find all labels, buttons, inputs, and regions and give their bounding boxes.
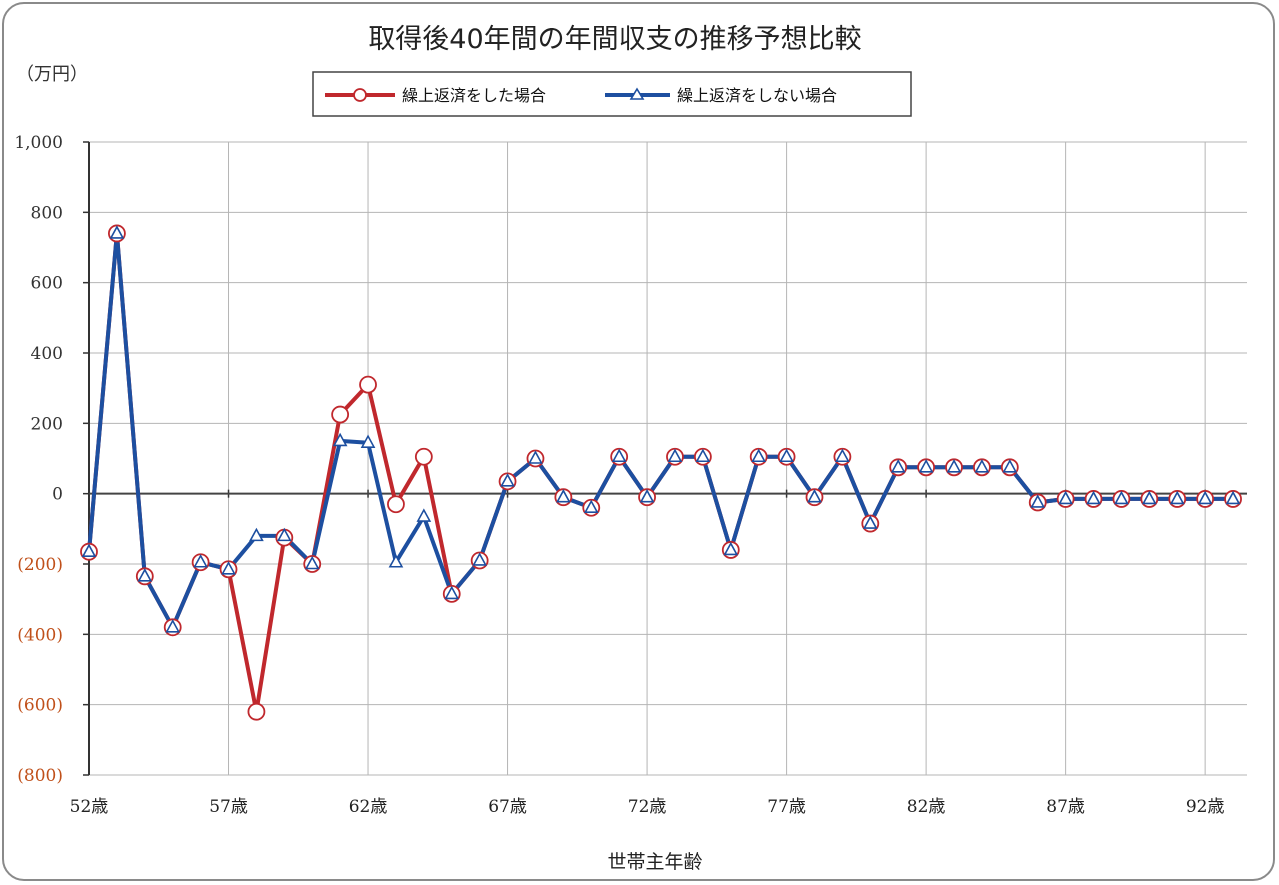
series-2-point: [918, 459, 934, 473]
grid: [89, 141, 1247, 776]
series-2-point: [276, 527, 292, 542]
series-1-point: [414, 447, 433, 466]
series-2-point: [472, 552, 487, 566]
y-tick-label: 800: [31, 203, 63, 223]
series-2-point: [249, 527, 264, 542]
series-1-point: [331, 405, 350, 424]
series: [80, 224, 1242, 721]
series-2-point: [583, 499, 599, 514]
series-2-point: [1197, 490, 1213, 505]
y-tick-label: 0: [52, 485, 63, 505]
y-tick-label: 200: [31, 414, 63, 434]
series-2-point: [388, 554, 404, 568]
series-2-point: [946, 459, 962, 473]
series-2-point: [221, 561, 236, 575]
series-2-point: [835, 448, 850, 463]
x-tick-label: 52歳: [70, 797, 109, 817]
legend-label-series-1: 繰上返済をした場合: [402, 86, 546, 105]
tick-labels: 1,000 800 600 400 200 0 (200) (400) (600) (800) 52…: [14, 133, 1224, 817]
series-1-point: [247, 702, 266, 721]
series-2-point: [779, 448, 794, 463]
series-2-point: [304, 555, 320, 570]
y-unit-label: （万円）: [16, 64, 88, 85]
x-axis-label: 世帯主年齢: [607, 851, 702, 873]
series-2-point: [695, 448, 711, 463]
series-2-point: [723, 541, 739, 556]
series-2-point: [137, 568, 153, 582]
x-tick-label: 82歳: [907, 797, 946, 817]
y-tick-label: (400): [17, 625, 63, 645]
series-2-point: [1169, 490, 1185, 505]
series-2-point: [807, 489, 822, 503]
series-2-point: [81, 543, 97, 557]
series-2-point: [611, 448, 627, 463]
axes: [83, 141, 1247, 776]
series-2-point: [639, 489, 655, 503]
series-2-point: [1225, 490, 1241, 505]
series-2-point: [500, 473, 515, 487]
series-2-point: [444, 585, 460, 600]
series-2-point: [751, 448, 767, 463]
series-2-point: [360, 434, 376, 448]
series-line-2: [87, 231, 1233, 630]
series-2-point: [1114, 490, 1129, 505]
series-2-point: [165, 619, 181, 633]
series-2-point: [556, 489, 571, 503]
series-2-point: [109, 225, 125, 239]
series-2-point: [1030, 494, 1046, 508]
x-tick-label: 87歳: [1046, 797, 1085, 817]
legend-marker-series-1: [353, 88, 367, 102]
chart-title: 取得後40年間の年間収支の推移予想比較: [368, 24, 861, 55]
x-tick-label: 92歳: [1186, 797, 1225, 817]
series-line-1: [87, 231, 1233, 714]
series-2-point: [974, 459, 990, 473]
y-tick-label: 1,000: [14, 133, 63, 153]
legend-marker-series-2: [629, 87, 645, 100]
y-tick-label: (200): [17, 555, 63, 575]
x-tick-label: 62歳: [349, 797, 388, 817]
series-2-point: [528, 450, 543, 464]
y-tick-label: (600): [17, 696, 63, 716]
y-tick-label: 400: [31, 344, 63, 364]
series-2-point: [1086, 490, 1101, 505]
series-2-point: [1141, 490, 1157, 505]
y-tick-label: 600: [31, 274, 63, 294]
series-2-point: [1058, 490, 1073, 505]
x-tick-label: 72歳: [628, 797, 667, 817]
x-tick-label: 77歳: [767, 797, 806, 817]
series-2-point: [332, 432, 348, 447]
series-1-point: [359, 375, 377, 394]
legend-label-series-2: 繰上返済をしない場合: [677, 86, 837, 105]
legend: 繰上返済をした場合 繰上返済をしない場合: [312, 71, 912, 117]
series-2-point: [193, 554, 208, 568]
series-2-point: [667, 448, 683, 463]
series-2-point: [416, 508, 432, 522]
x-tick-label: 57歳: [209, 797, 248, 817]
y-tick-label: (800): [17, 766, 63, 786]
series-2-point: [862, 515, 878, 529]
series-2-point: [890, 459, 906, 473]
x-tick-label: 67歳: [488, 797, 527, 817]
series-1-point: [387, 495, 405, 514]
series-2-point: [1002, 459, 1018, 473]
